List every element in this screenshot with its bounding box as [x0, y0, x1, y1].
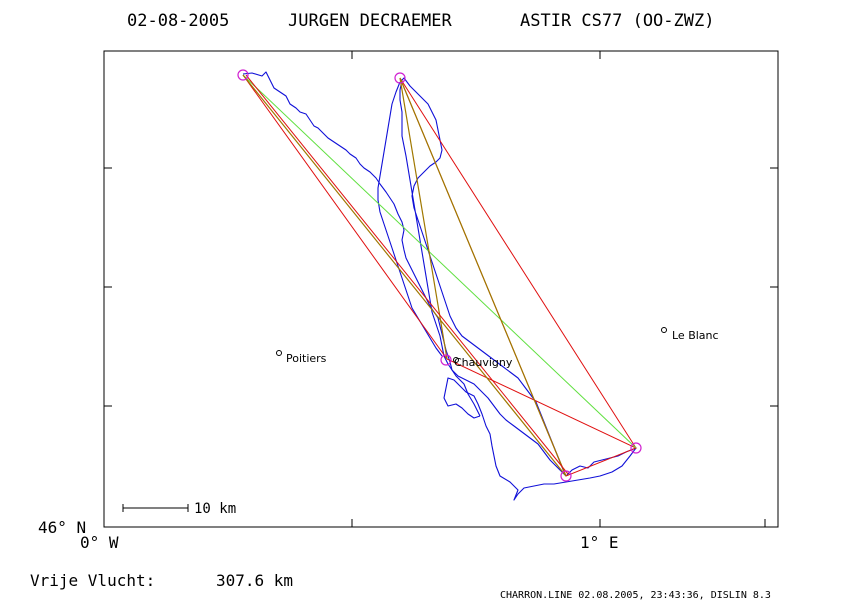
city-label-le-blanc: Le Blanc: [672, 329, 719, 342]
map-frame: [103, 50, 779, 528]
scale-bar-label: 10 km: [194, 501, 236, 517]
gps-track: [242, 71, 567, 477]
distance-label: Vrije Vlucht:: [30, 571, 155, 590]
lat-label: 46° N: [38, 518, 86, 537]
city-marker-poitiers: [276, 350, 282, 356]
turnpoint-circle: [440, 354, 452, 366]
turnpoint-circle: [394, 72, 406, 84]
distance-value: 307.6 km: [216, 571, 293, 590]
scale-bar: [122, 504, 189, 512]
axis-ticks: [104, 51, 778, 527]
glider-name: ASTIR CS77 (OO-ZWZ): [520, 11, 714, 31]
turnpoint-circle: [560, 470, 572, 482]
city-label-poitiers: Poitiers: [286, 352, 327, 365]
lon-west-label: 0° W: [80, 533, 119, 552]
city-marker-chauvigny: [453, 357, 459, 363]
flight-date: 02-08-2005: [127, 11, 229, 31]
lon-east-label: 1° E: [580, 533, 619, 552]
pilot-name: JURGEN DECRAEMER: [288, 11, 453, 31]
turnpoint-circle: [237, 69, 249, 81]
footer-info: CHARRON.LINE 02.08.2005, 23:43:36, DISLI…: [500, 590, 771, 601]
task-legs: [242, 74, 638, 477]
city-label-chauvigny: Chauvigny: [454, 356, 513, 369]
turnpoint-circle: [630, 442, 642, 454]
city-marker-le-blanc: [661, 327, 667, 333]
